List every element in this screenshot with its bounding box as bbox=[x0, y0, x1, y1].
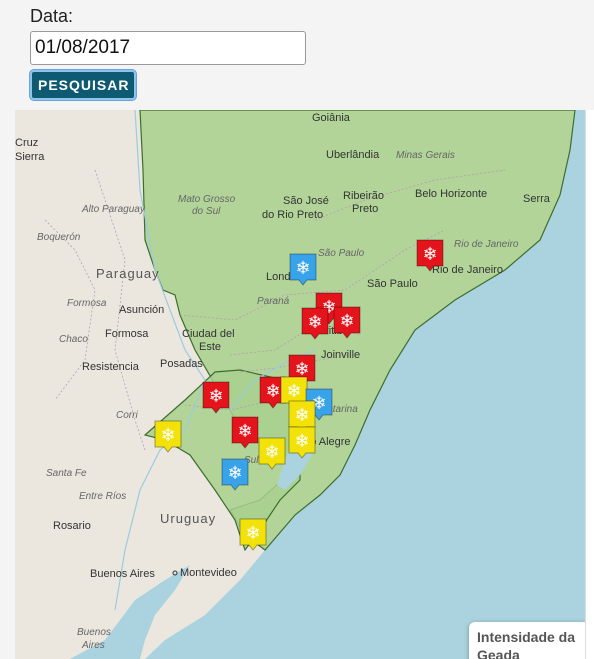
date-input[interactable] bbox=[30, 31, 306, 65]
place-santa-fe: Santa Fe bbox=[46, 468, 87, 479]
frost-marker-moderada[interactable]: ❄ bbox=[154, 420, 182, 453]
place-goiania: Goiânia bbox=[312, 112, 351, 124]
snowflake-icon: ❄ bbox=[286, 381, 301, 402]
place-buenos-aires: Buenos Aires bbox=[90, 568, 155, 580]
place-sp-state: São Paulo bbox=[318, 248, 365, 259]
frost-marker-moderada[interactable]: ❄ bbox=[288, 426, 316, 459]
rio-de-la-plata bbox=[70, 565, 190, 659]
frost-marker-fraca[interactable]: ❄ bbox=[289, 253, 317, 286]
place-sp: São Paulo bbox=[367, 278, 418, 290]
side-panel-edge bbox=[585, 110, 594, 659]
snowflake-icon: ❄ bbox=[422, 244, 437, 265]
frost-marker-moderada[interactable]: ❄ bbox=[280, 376, 308, 409]
place-aires-region: Aires bbox=[81, 640, 105, 651]
place-catarina: Catarina bbox=[320, 404, 358, 415]
place-labels: Goiânia Uberlândia Minas Gerais Cruz Sie… bbox=[15, 112, 551, 651]
place-parana: Paraná bbox=[257, 296, 290, 307]
place-rj: Rio de Janeiro bbox=[432, 264, 503, 276]
place-resistencia: Resistencia bbox=[82, 361, 140, 373]
snowflake-icon: ❄ bbox=[245, 523, 260, 544]
place-bh: Belo Horizonte bbox=[415, 188, 487, 200]
frost-markers: ❄❄❄❄❄❄❄ ❄ ❄❄❄❄ ❄ ❄❄❄❄ bbox=[154, 239, 444, 551]
search-button[interactable]: PESQUISAR bbox=[30, 70, 136, 100]
place-buenos-region: Buenos bbox=[77, 627, 111, 638]
frost-marker-forte[interactable]: ❄ bbox=[202, 381, 230, 414]
place-rosario: Rosario bbox=[53, 520, 91, 532]
snowflake-icon: ❄ bbox=[227, 463, 242, 484]
place-uberlandia: Uberlândia bbox=[326, 149, 380, 161]
search-form: Data: PESQUISAR bbox=[30, 6, 306, 100]
place-alto-paraguay: Alto Paraguay bbox=[81, 204, 146, 215]
place-formosa: Formosa bbox=[105, 328, 149, 340]
map[interactable]: Goiânia Uberlândia Minas Gerais Cruz Sie… bbox=[15, 110, 585, 659]
place-paraguay: Paraguay bbox=[96, 266, 160, 281]
place-cruz: Cruz bbox=[15, 137, 38, 149]
frost-marker-forte[interactable]: ❄ bbox=[301, 307, 329, 340]
place-sjrp-1: São José bbox=[283, 195, 329, 207]
place-serra: Serra bbox=[523, 193, 551, 205]
snowflake-icon: ❄ bbox=[307, 312, 322, 333]
place-uruguay: Uruguay bbox=[160, 511, 216, 526]
frost-marker-forte[interactable]: ❄ bbox=[231, 416, 259, 449]
frost-marker-forte[interactable]: ❄ bbox=[416, 239, 444, 272]
map-canvas: Goiânia Uberlândia Minas Gerais Cruz Sie… bbox=[15, 110, 585, 659]
snowflake-icon: ❄ bbox=[295, 258, 310, 279]
snowflake-icon: ❄ bbox=[160, 425, 175, 446]
snowflake-icon: ❄ bbox=[339, 311, 354, 332]
place-rp-2: Preto bbox=[352, 203, 378, 215]
snowflake-icon: ❄ bbox=[208, 386, 223, 407]
place-asuncion: Asunción bbox=[119, 304, 164, 316]
snowflake-icon: ❄ bbox=[264, 442, 279, 463]
place-formosa-region: Formosa bbox=[67, 298, 107, 309]
legend-title: Intensidade da Geada bbox=[477, 629, 576, 659]
place-rp-1: Ribeirão bbox=[343, 190, 384, 202]
place-minas: Minas Gerais bbox=[396, 150, 455, 161]
snowflake-icon: ❄ bbox=[237, 421, 252, 442]
snowflake-icon: ❄ bbox=[294, 405, 309, 426]
place-cde-1: Ciudad del bbox=[182, 328, 235, 340]
frost-marker-forte[interactable]: ❄ bbox=[333, 306, 361, 339]
snowflake-icon: ❄ bbox=[294, 359, 309, 380]
place-sierra: Sierra bbox=[15, 151, 45, 163]
snowflake-icon: ❄ bbox=[265, 381, 280, 402]
place-chaco: Chaco bbox=[59, 334, 88, 345]
frost-marker-moderada[interactable]: ❄ bbox=[258, 437, 286, 470]
montevideo-dot bbox=[172, 570, 178, 576]
legend: Intensidade da Geada Forte Moderada Frac… bbox=[469, 622, 585, 659]
ocean bbox=[145, 110, 585, 659]
place-ms-2: do Sul bbox=[192, 206, 221, 217]
place-rj-state: Rio de Janeiro bbox=[454, 239, 519, 250]
place-sul: Sul bbox=[244, 455, 259, 466]
place-sjrp-2: do Rio Preto bbox=[262, 209, 323, 221]
place-cde-2: Este bbox=[199, 341, 221, 353]
frost-marker-moderada[interactable]: ❄ bbox=[239, 518, 267, 551]
snowflake-icon: ❄ bbox=[311, 393, 326, 414]
frost-marker-fraca[interactable]: ❄ bbox=[221, 458, 249, 491]
place-boqueron: Boquerón bbox=[37, 232, 81, 243]
place-joinville: Joinville bbox=[321, 349, 360, 361]
place-corrientes: Corri bbox=[116, 410, 138, 421]
date-label: Data: bbox=[30, 6, 74, 26]
place-montevideo: Montevideo bbox=[180, 567, 237, 579]
place-posadas: Posadas bbox=[160, 358, 203, 370]
snowflake-icon: ❄ bbox=[294, 431, 309, 452]
place-ms-1: Mato Grosso bbox=[178, 194, 236, 205]
place-entre-rios: Entre Ríos bbox=[79, 491, 126, 502]
